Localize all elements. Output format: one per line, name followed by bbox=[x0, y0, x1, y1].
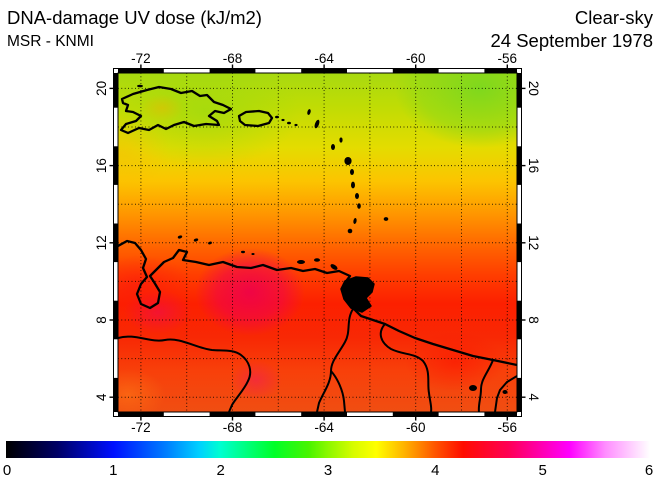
lon-label: -64 bbox=[314, 420, 334, 435]
island bbox=[208, 241, 212, 245]
coastline-south-america bbox=[118, 239, 517, 367]
lon-labels-top: -72 -68 -64 -60 -56 bbox=[131, 51, 517, 66]
island bbox=[314, 119, 320, 129]
figure-title: DNA-damage UV dose (kJ/m2) bbox=[7, 7, 262, 28]
river-essequibo bbox=[477, 359, 494, 412]
island bbox=[502, 390, 508, 394]
hotspot-crimson-venezuela bbox=[195, 248, 305, 336]
map-content bbox=[118, 73, 517, 412]
colorbar-tick: 6 bbox=[645, 462, 653, 479]
lon-label: -60 bbox=[406, 420, 426, 435]
source-label: MSR - KNMI bbox=[7, 33, 94, 50]
island bbox=[137, 84, 143, 88]
island bbox=[357, 203, 361, 209]
uv-dose-hotspots bbox=[118, 73, 517, 412]
lon-label: -56 bbox=[498, 420, 518, 435]
border-colombia-venezuela bbox=[118, 335, 252, 412]
lon-label: -68 bbox=[223, 51, 243, 66]
lon-label: -72 bbox=[131, 420, 151, 435]
condition-label: Clear-sky bbox=[575, 7, 654, 28]
lat-labels-left: 20 16 12 8 4 bbox=[94, 81, 109, 401]
island bbox=[241, 250, 245, 254]
map-frame bbox=[109, 64, 526, 421]
lon-label: -64 bbox=[314, 51, 334, 66]
lat-label: 8 bbox=[94, 316, 109, 324]
island bbox=[351, 181, 355, 189]
island bbox=[353, 218, 357, 224]
island bbox=[355, 193, 359, 199]
lon-label: -60 bbox=[406, 51, 426, 66]
coastline-hispaniola bbox=[119, 85, 233, 135]
island-trinidad bbox=[340, 276, 375, 313]
colorbar-tick: 0 bbox=[3, 462, 11, 479]
island bbox=[251, 253, 255, 255]
lon-labels-bottom: -72 -68 -64 -60 -56 bbox=[131, 420, 517, 435]
island bbox=[275, 115, 279, 119]
lat-label: 12 bbox=[94, 235, 109, 250]
island bbox=[294, 123, 298, 127]
coastline-puerto-rico bbox=[237, 109, 274, 128]
river-orinoco bbox=[316, 308, 354, 412]
island bbox=[287, 121, 291, 125]
hotspot-orange-southwest bbox=[118, 369, 166, 412]
hotspot-orange-west bbox=[118, 114, 170, 190]
lat-label: 4 bbox=[94, 393, 109, 401]
frame-inner-outline bbox=[117, 72, 518, 413]
colorbar-tick: 5 bbox=[539, 462, 547, 479]
colorbar-tick: 4 bbox=[431, 462, 439, 479]
islands-small bbox=[137, 84, 508, 394]
island bbox=[193, 238, 199, 242]
lon-label: -68 bbox=[223, 420, 243, 435]
lat-label: 12 bbox=[526, 235, 541, 250]
island bbox=[350, 169, 354, 175]
hotspot-red-east bbox=[405, 332, 505, 392]
lon-label: -56 bbox=[498, 51, 518, 66]
border-venezuela-guyana bbox=[379, 323, 433, 412]
lat-label: 20 bbox=[94, 81, 109, 96]
island bbox=[383, 217, 389, 221]
date-label: 24 September 1978 bbox=[490, 30, 653, 51]
colorbar: 0 1 2 3 4 5 6 bbox=[3, 441, 653, 479]
colorbar-tick: 2 bbox=[217, 462, 225, 479]
colorbar-gradient bbox=[6, 441, 650, 458]
lat-label: 8 bbox=[526, 316, 541, 324]
lat-label: 4 bbox=[526, 393, 541, 401]
lat-labels-right: 20 16 12 8 4 bbox=[526, 81, 541, 402]
island bbox=[469, 385, 477, 391]
hotspot-yellow-hispaniola bbox=[140, 94, 184, 122]
island bbox=[281, 118, 285, 122]
frame-black-segments bbox=[113, 68, 522, 417]
colorbar-tick: 3 bbox=[324, 462, 332, 479]
island bbox=[330, 264, 338, 270]
river-southeast-corner bbox=[494, 375, 517, 412]
lat-label: 20 bbox=[526, 81, 541, 96]
map-panel: -72 -68 -64 -60 -56 -72 -68 -64 -60 -56 … bbox=[94, 51, 541, 435]
axis-ticks bbox=[109, 64, 526, 421]
island bbox=[339, 137, 343, 143]
island bbox=[344, 157, 352, 165]
island bbox=[307, 109, 311, 115]
lat-label: 16 bbox=[94, 158, 109, 173]
lon-label: -72 bbox=[131, 51, 151, 66]
hotspot-crimson-south bbox=[230, 360, 282, 400]
island bbox=[331, 144, 335, 150]
island bbox=[347, 228, 353, 234]
lat-label: 16 bbox=[526, 158, 541, 173]
colorbar-tick: 1 bbox=[109, 462, 117, 479]
hotspot-green-northeast bbox=[395, 73, 517, 148]
island bbox=[314, 258, 320, 262]
coastlines bbox=[118, 85, 517, 412]
island bbox=[297, 260, 305, 264]
island bbox=[177, 235, 183, 239]
